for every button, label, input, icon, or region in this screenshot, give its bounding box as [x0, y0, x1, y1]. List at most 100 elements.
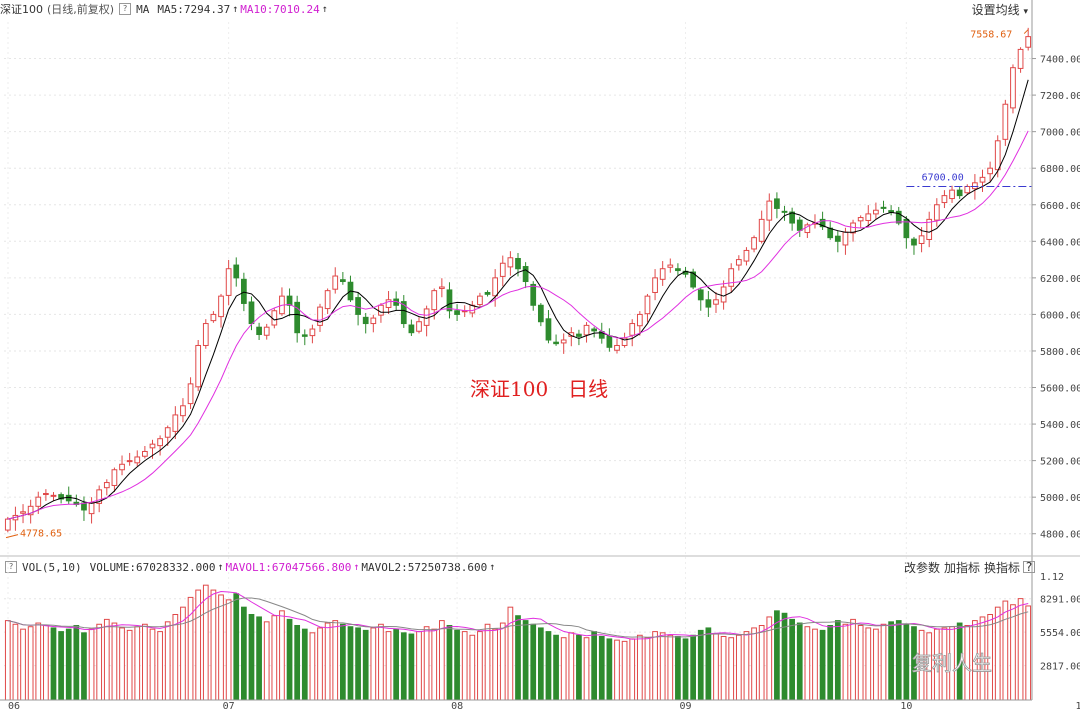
volume-bar: [895, 620, 902, 701]
candle-body: [103, 482, 110, 489]
candle: [926, 211, 933, 248]
candle: [781, 205, 788, 221]
candle-body: [987, 167, 993, 175]
mavol2-readout: MAVOL2:57250738.600: [361, 560, 488, 574]
candle-body: [1017, 48, 1024, 69]
volume-bar: [241, 606, 247, 701]
edit-params-button[interactable]: 改参数: [904, 561, 941, 575]
candle-body: [294, 301, 301, 334]
volume-bar: [172, 613, 179, 701]
candle: [50, 492, 57, 502]
candle-body: [332, 275, 339, 290]
candle: [789, 207, 795, 231]
candle: [743, 247, 750, 266]
volume-bar: [119, 627, 125, 701]
candle-body: [195, 344, 202, 388]
candle-body: [545, 318, 552, 341]
index-title: 深证100: [0, 3, 43, 16]
candle-body: [309, 328, 316, 337]
grid: [4, 22, 1032, 700]
candle: [111, 467, 118, 493]
volume-bar: [850, 618, 856, 701]
candle: [446, 282, 453, 319]
candle: [888, 205, 894, 216]
volume-bar: [834, 620, 841, 701]
candle: [751, 235, 757, 253]
candle-body: [956, 189, 963, 197]
candle-body: [43, 493, 49, 496]
candle: [103, 479, 110, 496]
candle: [591, 326, 598, 338]
chart-title: 深证100 日线: [470, 377, 608, 401]
volume-bar: [636, 634, 643, 701]
candle: [180, 398, 186, 423]
candle-body: [743, 249, 750, 262]
candle-body: [560, 339, 567, 344]
candle: [537, 303, 544, 327]
candle: [355, 292, 361, 326]
volume-bar: [134, 626, 141, 701]
candle: [81, 496, 87, 521]
candle: [233, 257, 240, 287]
volume-bar: [65, 628, 72, 701]
candle-body: [591, 328, 598, 332]
candle: [758, 210, 765, 244]
candle-body: [766, 200, 773, 221]
candle: [812, 214, 818, 229]
low-marker-arrow: [5, 534, 19, 539]
candle: [385, 291, 392, 315]
candle-body: [918, 235, 925, 245]
candle-body: [317, 306, 323, 326]
candle-body: [690, 271, 697, 288]
price-tick-label: 7400.00: [1040, 55, 1080, 66]
volume-bar: [81, 632, 87, 701]
candle: [850, 219, 856, 242]
volume-bar: [1010, 604, 1016, 701]
volume-bar: [446, 624, 453, 701]
volume-bar: [697, 629, 704, 701]
price-tick-label: 5600.00: [1040, 384, 1080, 395]
candle: [652, 269, 658, 301]
candle-body: [933, 204, 940, 221]
volume-bar: [96, 623, 103, 701]
indicator-help-icon[interactable]: ?: [1023, 561, 1035, 573]
ma-settings-button[interactable]: 设置均线 ▾: [972, 1, 1028, 18]
candle: [20, 504, 26, 524]
volume-bar: [256, 616, 262, 701]
candle-body: [362, 316, 369, 325]
volume-bar: [583, 637, 590, 701]
candle: [1002, 99, 1009, 146]
volume-bar: [454, 629, 460, 701]
volume-bar: [766, 616, 773, 701]
candle-body: [20, 511, 26, 514]
candle-body: [218, 295, 224, 318]
volume-bar: [332, 620, 339, 701]
price-tick-label: 6800.00: [1040, 164, 1080, 175]
volume-bar: [507, 606, 514, 701]
candle-body: [256, 326, 262, 336]
volume-bar: [659, 632, 666, 701]
candle: [553, 334, 559, 346]
candle: [484, 290, 491, 297]
volume-bar: [324, 622, 331, 701]
candle-body: [50, 494, 57, 497]
candle: [774, 192, 780, 219]
volume-tick-label: 2817.00: [1040, 662, 1080, 673]
candle: [606, 328, 613, 352]
candle-body: [1025, 36, 1032, 48]
help-icon[interactable]: ?: [119, 3, 132, 15]
candle-body: [142, 450, 148, 457]
volume-bar: [560, 637, 567, 701]
candle: [827, 221, 834, 240]
candle: [96, 485, 103, 513]
candle-body: [1010, 67, 1016, 109]
switch-indicator-button[interactable]: 换指标: [984, 561, 1021, 575]
volume-bar: [857, 624, 864, 701]
volume-help-icon[interactable]: ?: [5, 561, 17, 573]
reference-line-label: 6700.00: [922, 172, 964, 183]
candle-body: [994, 140, 1001, 171]
volume-indicator-title: VOL(5,10): [22, 560, 82, 574]
add-indicator-button[interactable]: 加指标: [944, 561, 981, 575]
candle: [423, 305, 430, 337]
